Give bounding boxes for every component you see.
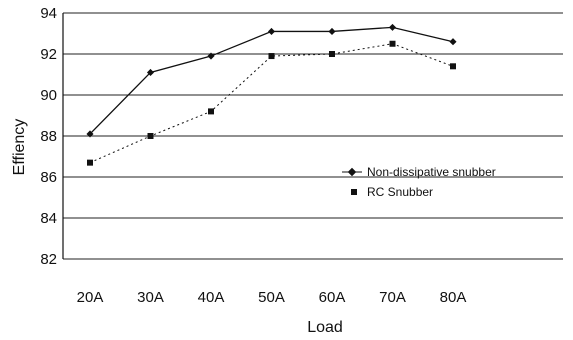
data-point-series-2 bbox=[389, 40, 396, 47]
x-tick-labels: 20A 30A 40A 50A 60A 70A 80A bbox=[77, 289, 467, 306]
data-point-series-1 bbox=[86, 130, 94, 138]
x-tick-label: 20A bbox=[77, 289, 104, 306]
data-point-series-2 bbox=[208, 108, 214, 115]
y-axis-title: Effiency bbox=[11, 119, 28, 176]
x-tick-label: 70A bbox=[379, 289, 406, 306]
data-point-series-2 bbox=[450, 63, 456, 70]
x-tick-label: 30A bbox=[137, 289, 164, 306]
x-axis-title: Load bbox=[307, 319, 343, 336]
x-tick-label: 60A bbox=[319, 289, 346, 306]
y-tick-labels: 82 84 86 88 90 92 94 bbox=[40, 5, 57, 268]
data-point-series-2 bbox=[87, 159, 93, 166]
legend-marker-series-2 bbox=[351, 189, 357, 195]
y-tick-label: 84 bbox=[40, 210, 57, 227]
series-group bbox=[86, 23, 457, 166]
legend-label-series-2: RC Snubber bbox=[367, 185, 433, 199]
legend: Non-dissipative snubber RC Snubber bbox=[342, 165, 496, 199]
legend-marker-series-1 bbox=[347, 167, 357, 177]
data-point-series-1 bbox=[328, 27, 336, 35]
y-tick-label: 90 bbox=[40, 87, 57, 104]
y-tick-label: 94 bbox=[40, 5, 57, 22]
data-point-series-2 bbox=[268, 53, 275, 60]
data-point-series-1 bbox=[207, 52, 215, 60]
y-tick-label: 88 bbox=[40, 128, 57, 145]
legend-label-series-1: Non-dissipative snubber bbox=[367, 165, 496, 179]
data-point-series-2 bbox=[147, 133, 154, 139]
y-tick-label: 86 bbox=[40, 169, 57, 186]
series-line-1 bbox=[89, 26, 454, 135]
y-tick-label: 82 bbox=[40, 251, 57, 268]
x-tick-label: 50A bbox=[258, 289, 285, 306]
data-point-series-1 bbox=[267, 27, 276, 35]
data-point-series-2 bbox=[329, 51, 335, 57]
data-point-series-1 bbox=[449, 38, 457, 46]
series-line-2 bbox=[89, 43, 454, 164]
x-tick-label: 40A bbox=[198, 289, 225, 306]
y-tick-label: 92 bbox=[40, 46, 57, 63]
data-point-series-1 bbox=[388, 23, 397, 31]
gridlines bbox=[63, 12, 563, 260]
data-point-series-1 bbox=[146, 68, 155, 76]
x-tick-label: 80A bbox=[440, 289, 467, 306]
